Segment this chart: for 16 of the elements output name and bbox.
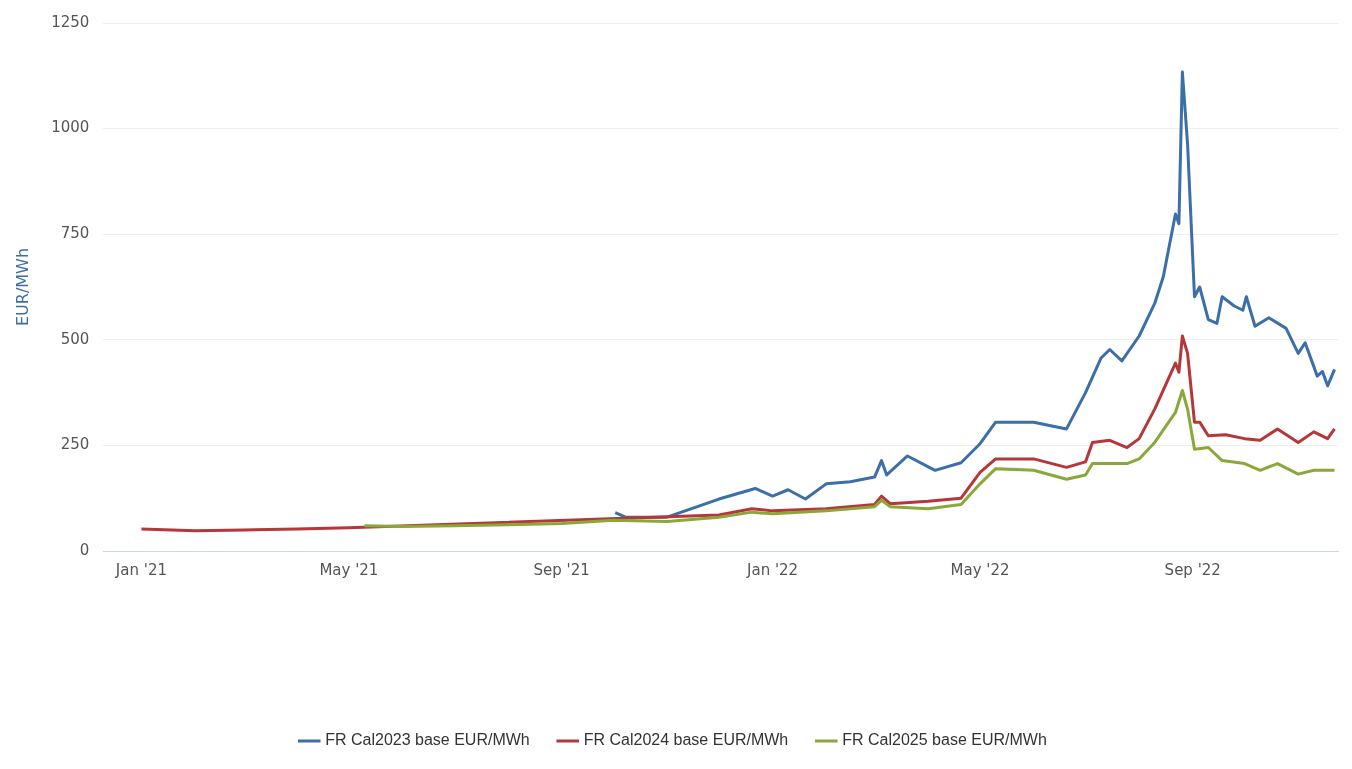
x-tick-label: Jan '21 [114,560,167,579]
y-tick-label: 1250 [51,12,90,31]
x-tick-label: May '22 [950,560,1010,579]
x-tick-label: Sep '22 [1164,560,1221,579]
x-tick-label: Jan '22 [746,560,799,579]
legend-label: FR Cal2025 base EUR/MWh [842,731,1047,749]
x-tick-label: Sep '21 [533,560,590,579]
y-tick-label: 250 [60,435,90,454]
legend-label: FR Cal2024 base EUR/MWh [583,731,789,749]
x-tick-label: May '21 [319,560,379,579]
y-axis-title: EUR/MWh [12,247,32,327]
legend-label: FR Cal2023 base EUR/MWh [325,731,530,749]
y-tick-label: 500 [60,329,90,348]
y-tick-label: 1000 [51,118,90,137]
y-tick-label: 750 [60,224,90,243]
y-tick-label: 0 [79,540,90,559]
